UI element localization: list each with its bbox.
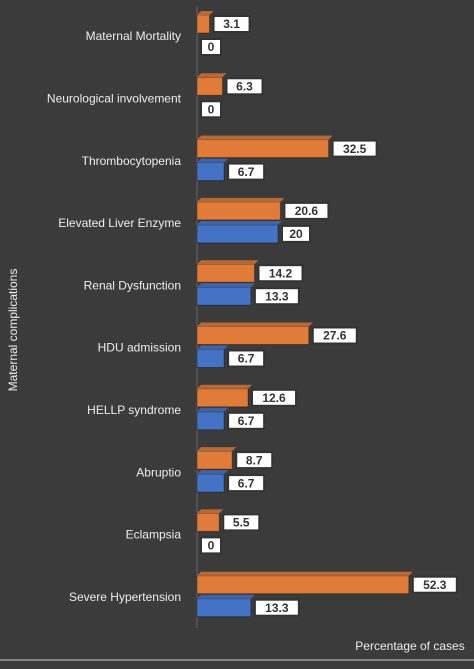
- data-label-box: [200, 536, 222, 555]
- data-label: 12.6: [262, 391, 286, 405]
- data-label: 0: [208, 40, 215, 54]
- bar-top: [197, 571, 413, 576]
- bar-top: [197, 158, 229, 163]
- bar-top: [197, 447, 237, 452]
- data-label-box: [311, 326, 358, 345]
- y-tick-label: Severe Hypertension: [69, 590, 181, 604]
- data-label: 8.7: [246, 453, 263, 467]
- bar-top: [197, 509, 224, 514]
- data-label-box: [253, 287, 300, 306]
- bar: [196, 263, 256, 283]
- data-label: 6.3: [236, 79, 253, 93]
- data-label: 13.3: [265, 289, 289, 303]
- data-label-box: [411, 575, 458, 594]
- bar-top: [197, 322, 313, 327]
- bar: [196, 139, 330, 159]
- data-label-box: [200, 38, 222, 56]
- bar: [196, 411, 225, 431]
- y-tick-label: HELLP syndrome: [87, 403, 181, 417]
- bar-top: [197, 11, 214, 15]
- data-label: 6.7: [238, 352, 255, 366]
- bar: [196, 512, 220, 532]
- bar-top: [197, 73, 227, 78]
- y-tick-label: Elevated Liver Enzyme: [58, 216, 181, 230]
- data-label-box: [227, 349, 266, 368]
- data-label: 6.7: [238, 414, 255, 428]
- data-label: 6.7: [238, 165, 255, 179]
- bar-top: [197, 470, 229, 475]
- data-label: 3.1: [223, 17, 240, 31]
- data-label: 0: [208, 539, 215, 553]
- data-label-box: [283, 201, 330, 220]
- data-label: 27.6: [323, 329, 347, 343]
- y-tick-label: Maternal Mortality: [86, 29, 181, 43]
- y-tick-label: Neurological involvement: [47, 91, 182, 105]
- x-axis-label: Percentage of cases: [355, 639, 464, 653]
- data-label-box: [331, 139, 378, 158]
- y-tick-label: Eclampsia: [126, 528, 182, 542]
- bar: [196, 326, 310, 345]
- bar: [196, 575, 410, 595]
- bar: [196, 388, 249, 408]
- bar-top: [197, 283, 255, 288]
- bar-top: [197, 594, 255, 599]
- bar: [196, 201, 281, 221]
- bar-top: [197, 345, 229, 350]
- bar-top: [197, 135, 333, 140]
- data-label-box: [253, 598, 300, 617]
- bar: [196, 473, 225, 493]
- data-label-box: [227, 474, 266, 493]
- data-label-box: [200, 100, 222, 119]
- data-label: 20.6: [295, 204, 319, 218]
- data-label-box: [257, 264, 304, 283]
- data-label-box: [225, 77, 264, 96]
- data-label: 32.5: [343, 142, 367, 156]
- bar-top: [197, 260, 259, 265]
- bar-top: [197, 407, 229, 412]
- data-label: 52.3: [423, 578, 447, 592]
- data-label-box: [227, 162, 266, 181]
- data-label: 20: [289, 227, 303, 241]
- bar: [196, 349, 225, 368]
- data-label: 5.5: [233, 516, 250, 530]
- data-label-box: [251, 388, 298, 407]
- bar: [196, 598, 252, 618]
- data-label: 6.7: [238, 476, 255, 490]
- bar: [196, 76, 224, 96]
- bar-top: [197, 197, 285, 202]
- bar-top: [197, 384, 253, 389]
- bar: [196, 162, 225, 182]
- data-label-box: [281, 224, 311, 243]
- y-tick-label: Renal Dysfunction: [84, 278, 181, 292]
- data-label-box: [212, 15, 251, 33]
- bar-top: [197, 220, 282, 225]
- data-label-box: [222, 513, 261, 532]
- y-axis-label: Maternal complications: [6, 269, 20, 392]
- bar: [196, 14, 211, 34]
- data-label-box: [227, 411, 266, 430]
- y-tick-label: Abruptio: [136, 465, 181, 479]
- bar: [196, 224, 279, 244]
- bar: [196, 286, 252, 306]
- y-tick-label: Thrombocytopenia: [82, 154, 182, 168]
- data-label-box: [235, 451, 274, 470]
- data-label: 0: [208, 102, 215, 116]
- y-tick-label: HDU admission: [98, 341, 181, 355]
- data-label: 13.3: [265, 601, 289, 615]
- bar: [196, 450, 233, 470]
- data-label: 14.2: [269, 266, 293, 280]
